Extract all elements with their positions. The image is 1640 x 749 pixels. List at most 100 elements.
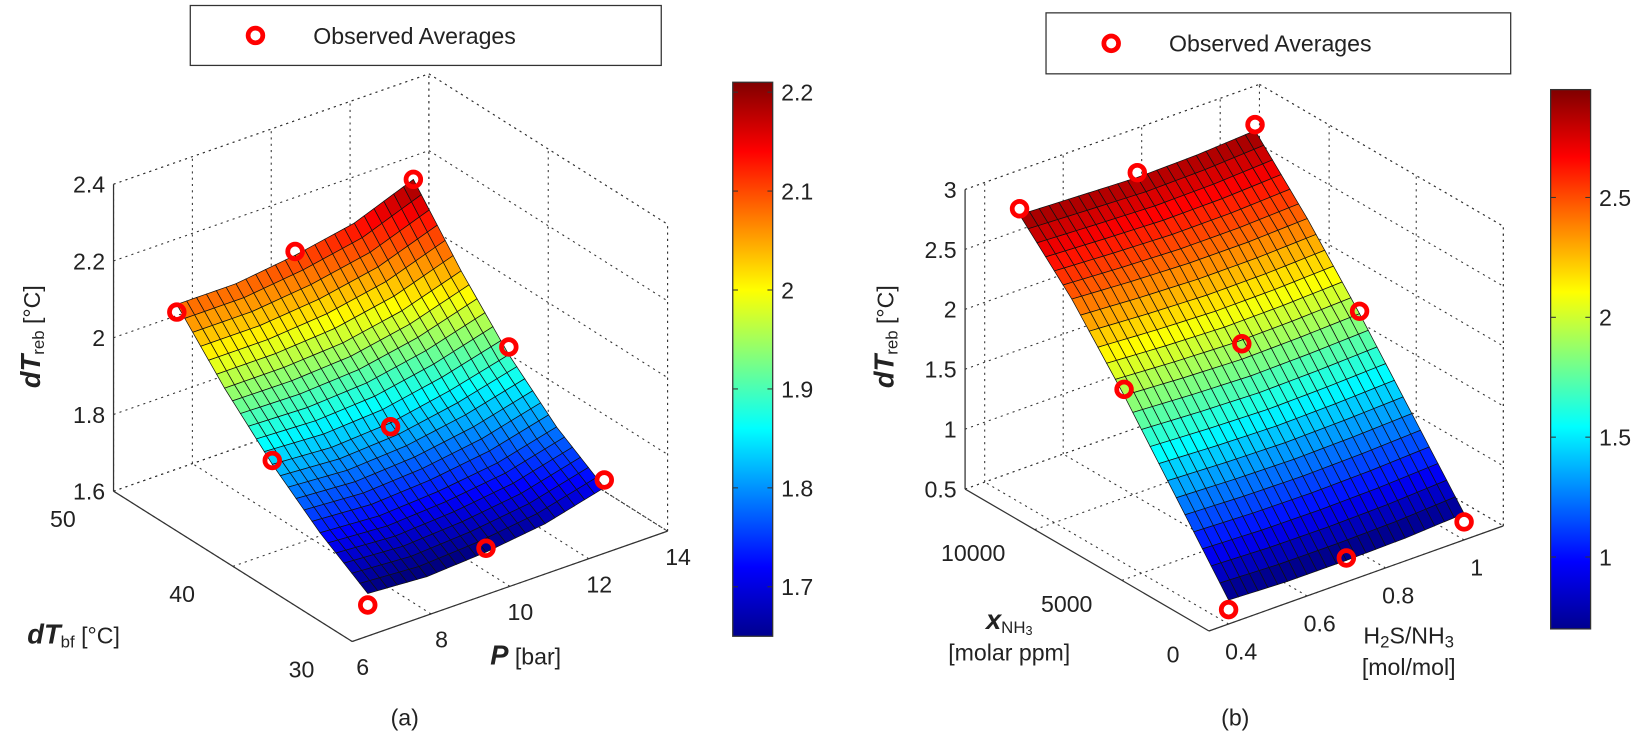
grid-line — [964, 83, 1260, 190]
x-tick-label: 0.8 — [1382, 583, 1414, 609]
grid-line — [428, 150, 668, 302]
label-part: 3 — [1025, 624, 1032, 638]
x-tick-label: 1 — [1470, 555, 1483, 581]
colorbar-tick-label: 1 — [1599, 544, 1612, 570]
label-part: x — [984, 604, 1003, 635]
colorbar-tick-label: 1.7 — [781, 574, 813, 600]
label-part: [molar ppm] — [948, 639, 1070, 665]
colorbar-tick-label: 1.8 — [781, 475, 813, 501]
y-tick-label: 10000 — [941, 540, 1005, 566]
label-part: bf — [61, 633, 75, 652]
legend-label: Observed Averages — [1169, 31, 1372, 57]
colorbar — [732, 81, 774, 637]
label-part: 2 — [1380, 633, 1389, 652]
label-part: dT — [869, 352, 900, 388]
grid-line — [428, 226, 668, 379]
label-part: [°C] — [19, 285, 45, 330]
label-part: H — [1363, 623, 1380, 649]
z-tick-label: 2 — [944, 297, 957, 323]
surface-patch — [1219, 579, 1239, 601]
label-part: 3 — [1445, 633, 1454, 652]
label-part: [bar] — [508, 644, 561, 670]
axis-label: [molar ppm] — [948, 639, 1070, 665]
x-tick-label: 14 — [665, 544, 691, 570]
label-part: NH — [1001, 618, 1025, 637]
axis-label: [mol/mol] — [1362, 654, 1456, 680]
label-part: P — [490, 640, 509, 671]
label-part: [°C] — [873, 285, 899, 330]
surface-patch — [359, 580, 379, 594]
label-part: [mol/mol] — [1362, 654, 1456, 680]
z-tick-label: 2 — [92, 325, 105, 351]
y-tick-label: 30 — [289, 656, 315, 682]
label-part: S/NH — [1389, 623, 1444, 649]
axis-label: P [bar] — [490, 640, 561, 671]
grid-line — [984, 481, 1229, 625]
grid-line — [1259, 263, 1504, 407]
x-tick-label: 0.4 — [1225, 639, 1257, 665]
z-tick-label: 1.8 — [73, 402, 105, 428]
observed-point — [403, 169, 424, 190]
grid-line — [352, 530, 668, 643]
z-tick-label: 1.6 — [73, 479, 105, 505]
legend-marker — [245, 25, 266, 46]
observed-point — [167, 302, 187, 322]
observed-point — [1127, 162, 1148, 183]
axis-label: dTreb [°C] — [15, 285, 48, 388]
axis-label: H2S/NH3 — [1363, 623, 1454, 652]
observed-point — [499, 337, 519, 357]
z-tick-label: 2.2 — [73, 248, 105, 274]
colorbar-tick-label: 2.2 — [781, 80, 813, 106]
x-tick-label: 6 — [356, 654, 369, 680]
caption: (a) — [391, 705, 419, 731]
z-tick-label: 2.5 — [925, 237, 957, 263]
legend-label: Observed Averages — [313, 23, 516, 49]
caption: (b) — [1221, 705, 1249, 731]
colorbar-tick-label: 2.5 — [1599, 185, 1631, 211]
grid-line — [1259, 83, 1504, 227]
grid-line — [1259, 323, 1504, 467]
label-part: dT — [15, 352, 46, 388]
colorbar-tick-label: 2 — [781, 277, 794, 303]
label-part: [°C] — [75, 623, 120, 649]
grid-line — [113, 73, 430, 185]
z-tick-label: 3 — [944, 177, 957, 203]
grid-line — [1259, 383, 1504, 527]
grid-line — [113, 150, 430, 262]
colorbar-tick-label: 2 — [1599, 305, 1612, 331]
axis-line — [964, 488, 1210, 632]
observed-point — [594, 470, 615, 490]
y-tick-label: 0 — [1167, 642, 1180, 668]
colorbar-tick-label: 2.1 — [781, 178, 813, 204]
observed-point — [1336, 548, 1357, 568]
y-tick-label: 5000 — [1041, 591, 1092, 617]
grid-line — [428, 303, 668, 455]
label-part: dT — [27, 619, 63, 650]
y-tick-label: 40 — [169, 581, 195, 607]
observed-point — [262, 450, 283, 471]
z-tick-label: 1 — [944, 417, 957, 443]
grid-line — [428, 73, 668, 225]
grid-line — [1259, 143, 1504, 287]
z-tick-label: 1.5 — [925, 357, 957, 383]
grid-line — [1208, 525, 1504, 632]
observed-point — [358, 595, 378, 615]
z-tick-label: 0.5 — [925, 477, 957, 503]
grid-line — [1062, 453, 1308, 597]
legend-marker — [1101, 33, 1121, 54]
grid-line — [113, 490, 353, 642]
observed-point — [1349, 301, 1370, 322]
grid-line — [428, 380, 668, 532]
observed-point — [1454, 512, 1474, 532]
grid-line — [1259, 203, 1504, 347]
colorbar-tick-label: 1.5 — [1599, 425, 1631, 451]
observed-point — [1009, 199, 1030, 219]
observed-point — [1114, 379, 1134, 400]
x-tick-label: 8 — [435, 627, 448, 653]
observed-point — [1218, 599, 1239, 620]
x-tick-label: 12 — [586, 571, 612, 597]
legend-box — [1045, 12, 1512, 75]
label-part: reb — [883, 330, 902, 354]
grid-line — [192, 463, 432, 615]
